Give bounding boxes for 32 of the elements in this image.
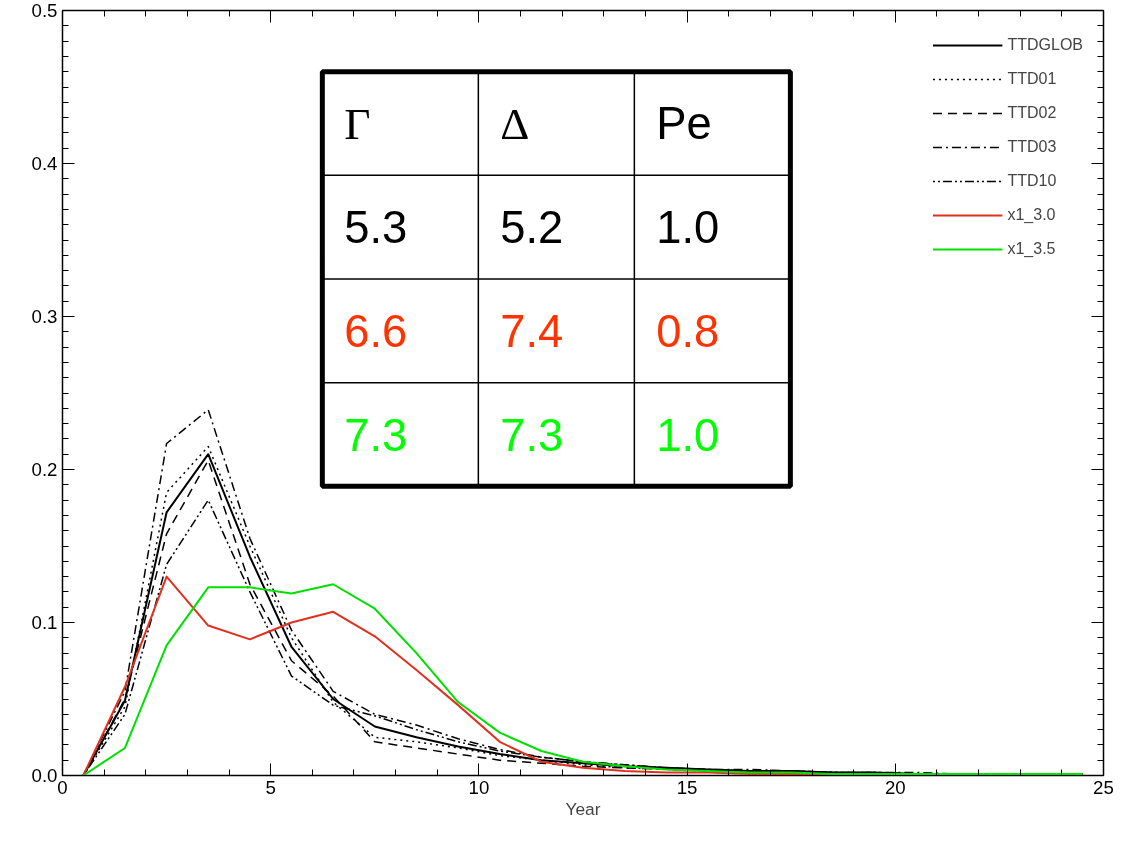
x-tick-label: 25	[1093, 776, 1114, 798]
data-label: 7.3	[344, 409, 408, 461]
category-label: Γ	[344, 98, 371, 149]
legend-label: TTD02	[1007, 103, 1057, 123]
data-label: 1.0	[656, 202, 720, 254]
x-tick-label: 0	[57, 776, 68, 798]
category-label: Pe	[656, 98, 712, 150]
legend-label: TTDGLOB	[1007, 35, 1083, 55]
legend-label: x1_3.5	[1007, 239, 1056, 259]
data-label: 0.8	[656, 305, 720, 357]
y-tick-label: 0.3	[31, 306, 58, 327]
data-label: 5.2	[500, 202, 564, 254]
y-tick-label: 0.1	[31, 612, 58, 633]
x-tick-label: 15	[676, 776, 698, 798]
data-label: 6.6	[344, 305, 408, 357]
data-label: 1.0	[656, 409, 720, 461]
legend-label: x1_3.0	[1007, 205, 1056, 225]
x-axis-title: Year	[565, 798, 601, 819]
data-label: 7.3	[500, 409, 564, 461]
y-tick-label: 0.0	[31, 765, 58, 786]
x-tick-label: 10	[468, 776, 490, 798]
legend-label: TTD01	[1007, 69, 1057, 89]
category-label: Δ	[500, 98, 530, 149]
y-tick-label: 0.4	[31, 153, 58, 174]
legend-label: TTD10	[1007, 171, 1057, 191]
data-label: 5.3	[344, 202, 408, 254]
legend-label: TTD03	[1007, 137, 1057, 157]
data-label: 7.4	[500, 305, 564, 357]
x-tick-label: 5	[265, 776, 276, 798]
x-tick-label: 20	[884, 776, 906, 798]
y-tick-label: 0.5	[31, 0, 58, 21]
y-tick-label: 0.2	[31, 459, 58, 480]
